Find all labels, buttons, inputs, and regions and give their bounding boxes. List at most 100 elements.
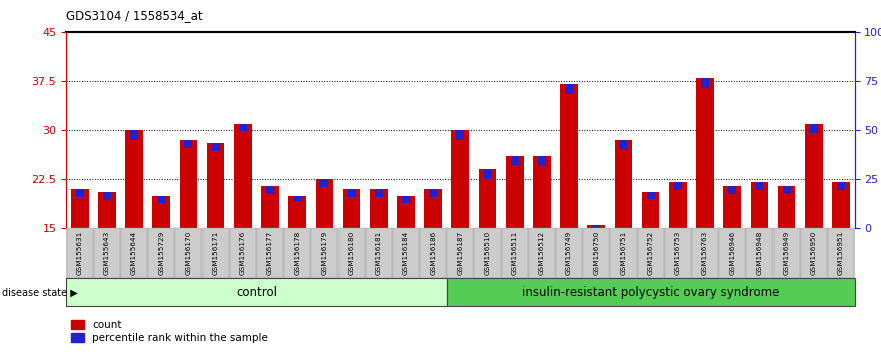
Bar xyxy=(338,228,365,278)
Text: GSM155644: GSM155644 xyxy=(131,231,137,275)
Bar xyxy=(239,124,247,131)
Bar xyxy=(76,189,84,197)
Bar xyxy=(501,228,528,278)
Text: GSM156170: GSM156170 xyxy=(185,231,191,275)
Bar xyxy=(70,189,88,228)
Text: GSM156180: GSM156180 xyxy=(349,231,354,275)
Bar xyxy=(397,196,415,228)
Text: GSM156177: GSM156177 xyxy=(267,231,273,275)
Bar xyxy=(669,183,686,228)
Bar xyxy=(538,156,546,166)
Bar xyxy=(121,228,147,278)
Bar xyxy=(828,228,854,278)
Legend: count, percentile rank within the sample: count, percentile rank within the sample xyxy=(71,320,268,343)
Text: GSM156512: GSM156512 xyxy=(539,231,544,275)
Text: GSM156511: GSM156511 xyxy=(512,231,518,275)
Bar xyxy=(719,228,745,278)
Bar xyxy=(425,189,442,228)
Bar xyxy=(130,130,138,140)
Text: GSM156763: GSM156763 xyxy=(702,231,708,275)
Bar xyxy=(293,195,301,202)
Bar xyxy=(370,189,388,228)
Bar xyxy=(311,228,337,278)
Bar xyxy=(184,140,192,148)
Text: insulin-resistant polycystic ovary syndrome: insulin-resistant polycystic ovary syndr… xyxy=(522,286,780,298)
Bar xyxy=(638,228,663,278)
Bar xyxy=(448,228,473,278)
Bar xyxy=(729,186,737,194)
Bar xyxy=(207,143,225,228)
Bar xyxy=(647,192,655,199)
Bar xyxy=(230,228,255,278)
Bar xyxy=(343,189,360,228)
Bar xyxy=(484,170,492,179)
Bar xyxy=(833,183,850,228)
Bar xyxy=(321,179,329,187)
Bar xyxy=(583,228,610,278)
Bar xyxy=(529,228,555,278)
Bar xyxy=(125,130,143,228)
Bar xyxy=(285,228,310,278)
Bar xyxy=(234,124,252,228)
Text: GSM156186: GSM156186 xyxy=(430,231,436,275)
Bar xyxy=(98,192,115,228)
Bar xyxy=(642,192,660,228)
Bar xyxy=(475,228,500,278)
Bar xyxy=(211,143,219,151)
Bar xyxy=(429,189,437,197)
Text: GSM156184: GSM156184 xyxy=(403,231,409,275)
Bar xyxy=(696,78,714,228)
Text: GSM156179: GSM156179 xyxy=(322,231,328,275)
Text: GSM155729: GSM155729 xyxy=(159,231,164,275)
Bar xyxy=(506,156,523,228)
Text: GSM156946: GSM156946 xyxy=(729,231,736,275)
Bar xyxy=(148,228,174,278)
Bar xyxy=(288,196,306,228)
Bar xyxy=(751,183,768,228)
Text: GSM155643: GSM155643 xyxy=(104,231,110,275)
Bar xyxy=(692,228,718,278)
Text: GSM156171: GSM156171 xyxy=(212,231,218,275)
Bar xyxy=(611,228,636,278)
Bar xyxy=(348,189,356,197)
Bar xyxy=(447,278,855,306)
Bar xyxy=(723,186,741,228)
Text: GDS3104 / 1558534_at: GDS3104 / 1558534_at xyxy=(66,9,203,22)
Bar xyxy=(701,78,709,87)
Bar xyxy=(67,228,93,278)
Text: GSM156749: GSM156749 xyxy=(566,231,572,275)
Bar xyxy=(451,130,470,228)
Bar xyxy=(619,140,627,150)
Text: GSM155631: GSM155631 xyxy=(77,231,83,275)
Text: GSM156750: GSM156750 xyxy=(593,231,599,275)
Bar xyxy=(261,186,278,228)
Text: GSM156752: GSM156752 xyxy=(648,231,654,275)
Text: GSM156948: GSM156948 xyxy=(757,231,762,275)
Bar xyxy=(420,228,446,278)
Bar xyxy=(257,228,283,278)
Bar xyxy=(810,124,818,133)
Bar xyxy=(103,192,111,200)
Bar xyxy=(565,84,573,94)
Text: GSM156753: GSM156753 xyxy=(675,231,681,275)
Bar xyxy=(674,183,682,190)
Bar xyxy=(755,183,763,190)
Text: GSM156187: GSM156187 xyxy=(457,231,463,275)
Bar xyxy=(560,84,578,228)
Text: GSM156181: GSM156181 xyxy=(376,231,381,275)
Bar xyxy=(774,228,800,278)
Bar xyxy=(837,183,845,190)
Text: GSM156949: GSM156949 xyxy=(783,231,789,275)
Bar xyxy=(533,156,551,228)
Text: GSM156950: GSM156950 xyxy=(811,231,817,275)
Bar xyxy=(588,225,605,228)
Text: GSM156951: GSM156951 xyxy=(838,231,844,275)
Bar xyxy=(665,228,691,278)
Bar xyxy=(366,228,392,278)
Bar xyxy=(393,228,419,278)
Bar xyxy=(556,228,582,278)
Text: GSM156176: GSM156176 xyxy=(240,231,246,275)
Bar xyxy=(615,140,633,228)
Bar xyxy=(315,179,333,228)
Bar xyxy=(778,186,796,228)
